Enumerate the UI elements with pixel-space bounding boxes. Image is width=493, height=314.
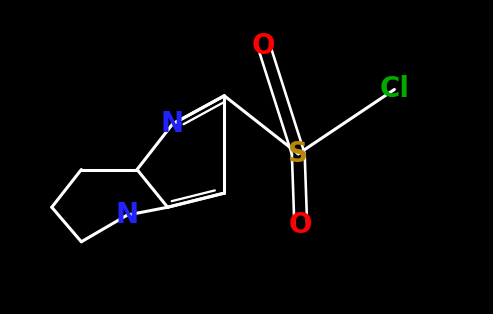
Text: N: N: [161, 110, 184, 138]
Text: Cl: Cl: [380, 75, 409, 104]
Text: O: O: [252, 31, 276, 60]
Text: N: N: [116, 201, 139, 229]
Text: S: S: [288, 140, 308, 168]
Text: O: O: [289, 210, 313, 239]
